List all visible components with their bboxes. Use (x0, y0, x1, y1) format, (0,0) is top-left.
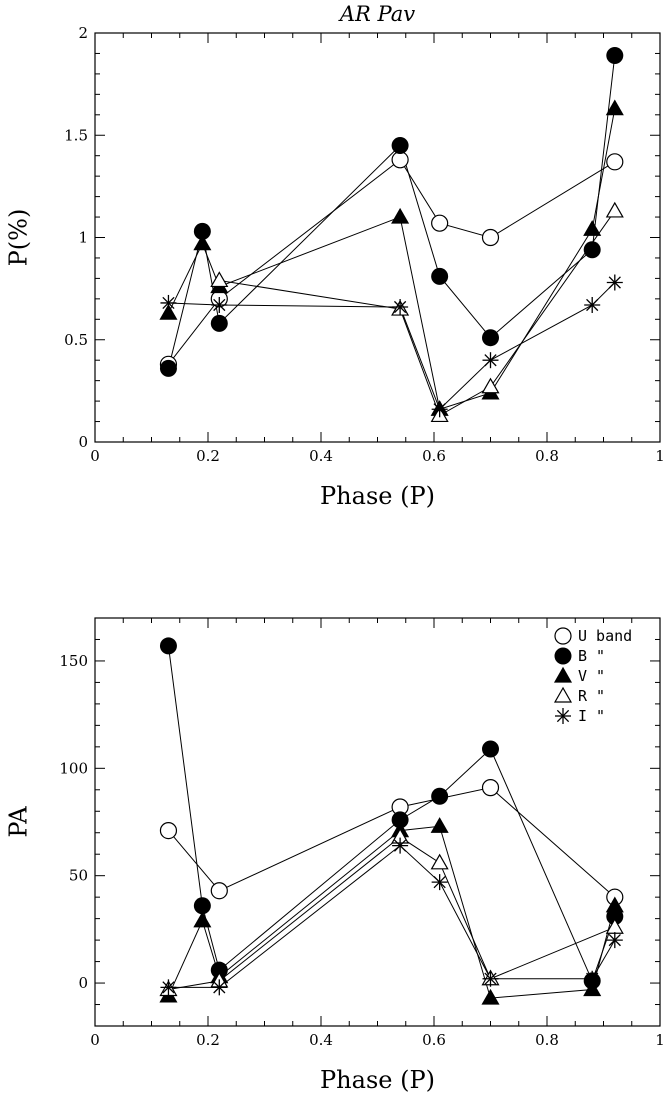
legend-label: U band (578, 627, 632, 645)
data-point-asterisk (584, 970, 601, 987)
x-tick-label: 0.6 (422, 1031, 446, 1049)
legend-label: I " (578, 707, 605, 725)
legend-label: B " (578, 647, 605, 665)
data-point-asterisk (392, 299, 409, 316)
y-tick-label: 0 (78, 974, 88, 992)
legend-marker-asterisk (555, 708, 571, 724)
data-point-open-circle (431, 214, 449, 232)
data-point-filled-circle (482, 329, 499, 347)
legend-label: V " (578, 667, 605, 685)
data-point-asterisk (160, 979, 177, 996)
data-point-filled-triangle (430, 817, 449, 833)
data-point-open-triangle (605, 201, 624, 218)
y-tick-label: 2 (78, 24, 88, 42)
data-point-open-circle (481, 779, 500, 797)
x-tick-label: 0.2 (196, 447, 220, 465)
chart-title: AR Pav (338, 2, 415, 26)
y-tick-label: 50 (69, 867, 88, 885)
data-point-filled-circle (391, 136, 409, 154)
data-point-asterisk (211, 296, 228, 313)
x-tick-label: 0.8 (535, 447, 559, 465)
data-point-filled-circle (391, 811, 409, 829)
data-point-asterisk (482, 352, 499, 369)
data-point-filled-circle (159, 637, 177, 655)
data-point-asterisk (392, 837, 409, 854)
y-tick-label: 0.5 (64, 331, 88, 349)
data-point-open-circle (481, 228, 500, 247)
x-axis-label: Phase (P) (320, 482, 435, 510)
data-point-asterisk (431, 401, 448, 418)
data-point-open-triangle (430, 853, 449, 870)
y-axis-label: P(%) (5, 209, 33, 267)
data-point-filled-circle (431, 267, 449, 285)
data-point-open-triangle (481, 377, 500, 394)
data-point-filled-circle (482, 740, 499, 758)
data-point-filled-circle (193, 897, 211, 915)
x-tick-label: 0 (90, 447, 100, 465)
legend-marker-open-triangle (553, 686, 573, 703)
series-line-3 (168, 836, 615, 990)
legend-marker-open-circle (554, 627, 572, 645)
series-line-3 (219, 210, 616, 417)
data-point-open-circle (606, 153, 624, 171)
data-point-filled-circle (210, 314, 228, 332)
data-point-filled-triangle (481, 988, 500, 1005)
data-point-filled-circle (583, 241, 601, 259)
y-axis-label: PA (5, 806, 33, 838)
data-point-asterisk (482, 970, 499, 987)
data-point-open-circle (159, 821, 178, 840)
x-tick-label: 0 (90, 1031, 100, 1049)
y-tick-label: 100 (59, 759, 88, 777)
data-point-open-circle (210, 882, 228, 900)
series-line-1 (167, 645, 616, 983)
series-line-2 (167, 825, 616, 999)
data-point-open-circle (391, 151, 409, 169)
data-point-filled-circle (193, 222, 211, 240)
position-angle-panel: 0 0.2 0.4 0.6 0.8 1 0 50 100 150 Phase (P) PA U band… (5, 617, 665, 1094)
y-tick-label: 1.5 (64, 126, 88, 144)
data-point-asterisk (584, 296, 601, 313)
polarization-panel: 0 0.2 0.4 0.6 0.8 1 0 0.5 1 1.5 2 Phase (P) P(%) AR P… (5, 2, 665, 510)
data-point-filled-triangle (583, 220, 602, 236)
data-point-filled-triangle (391, 207, 410, 224)
data-point-asterisk (160, 294, 177, 311)
series-line-0 (168, 159, 616, 365)
y-tick-label: 150 (59, 652, 88, 670)
plot-frame (94, 617, 661, 1027)
y-tick-label: 1 (78, 229, 88, 247)
legend-marker-filled-circle (554, 647, 572, 665)
legend-marker-filled-triangle (553, 666, 573, 683)
data-point-filled-triangle (605, 896, 624, 913)
legend: U band B " V " R " I " (553, 627, 632, 725)
data-point-filled-triangle (583, 980, 602, 997)
plot-frame (94, 32, 661, 443)
x-tick-label: 0.4 (309, 447, 333, 465)
data-point-filled-triangle (193, 234, 212, 251)
x-tick-label: 0.4 (309, 1031, 333, 1049)
x-tick-label: 0.2 (196, 1031, 220, 1049)
data-point-asterisk (431, 874, 448, 891)
series-line-2 (168, 108, 616, 410)
series-line-4 (168, 844, 616, 988)
y-tick-label: 0 (78, 433, 88, 451)
data-point-asterisk (606, 274, 623, 291)
x-tick-label: 0.6 (422, 447, 446, 465)
x-tick-label: 1 (655, 447, 665, 465)
data-point-asterisk (606, 932, 623, 949)
data-point-open-triangle (210, 271, 229, 288)
data-point-filled-triangle (193, 911, 212, 928)
data-point-filled-triangle (605, 99, 624, 116)
data-point-filled-triangle (159, 303, 178, 320)
data-point-filled-circle (159, 359, 177, 377)
x-axis-label: Phase (P) (320, 1066, 435, 1094)
x-tick-label: 0.8 (535, 1031, 559, 1049)
legend-label: R " (578, 687, 605, 705)
series-line-1 (167, 55, 616, 369)
data-point-asterisk (211, 979, 228, 996)
x-tick-label: 1 (655, 1031, 665, 1049)
data-point-filled-circle (431, 787, 449, 805)
data-point-filled-circle (606, 46, 624, 64)
